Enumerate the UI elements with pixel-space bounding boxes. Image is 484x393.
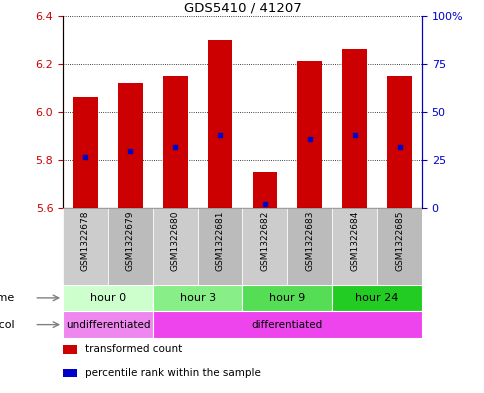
Text: transformed count: transformed count [84, 344, 182, 354]
Text: growth protocol: growth protocol [0, 320, 15, 330]
Bar [152, 285, 242, 311]
Bar [376, 208, 421, 285]
Bar [197, 208, 242, 285]
Bar [207, 40, 232, 208]
Bar [386, 76, 411, 208]
Bar [152, 311, 421, 338]
Bar [242, 208, 287, 285]
Bar [63, 311, 152, 338]
Bar [252, 172, 277, 208]
Bar [242, 285, 332, 311]
Text: undifferentiated: undifferentiated [65, 320, 150, 330]
Text: hour 3: hour 3 [179, 293, 215, 303]
Text: GSM1322683: GSM1322683 [304, 210, 314, 271]
Bar [63, 369, 77, 377]
Bar [63, 285, 152, 311]
Text: percentile rank within the sample: percentile rank within the sample [84, 368, 260, 378]
Bar [73, 97, 98, 208]
Text: GSM1322682: GSM1322682 [260, 210, 269, 270]
Bar [107, 208, 152, 285]
Text: hour 9: hour 9 [269, 293, 305, 303]
Text: hour 24: hour 24 [355, 293, 398, 303]
Bar [63, 345, 77, 354]
Text: differentiated: differentiated [251, 320, 322, 330]
Text: GSM1322679: GSM1322679 [125, 210, 135, 271]
Text: GSM1322681: GSM1322681 [215, 210, 224, 271]
Bar [297, 61, 321, 208]
Bar [152, 208, 197, 285]
Bar [63, 208, 107, 285]
Text: GSM1322685: GSM1322685 [394, 210, 403, 271]
Text: time: time [0, 293, 15, 303]
Text: GSM1322678: GSM1322678 [81, 210, 90, 271]
Bar [118, 83, 142, 208]
Text: hour 0: hour 0 [90, 293, 126, 303]
Bar [332, 285, 421, 311]
Bar [287, 208, 332, 285]
Bar [332, 208, 376, 285]
Bar [163, 76, 187, 208]
Text: GSM1322684: GSM1322684 [349, 210, 359, 270]
Bar [342, 50, 366, 208]
Title: GDS5410 / 41207: GDS5410 / 41207 [183, 2, 301, 15]
Text: GSM1322680: GSM1322680 [170, 210, 180, 271]
